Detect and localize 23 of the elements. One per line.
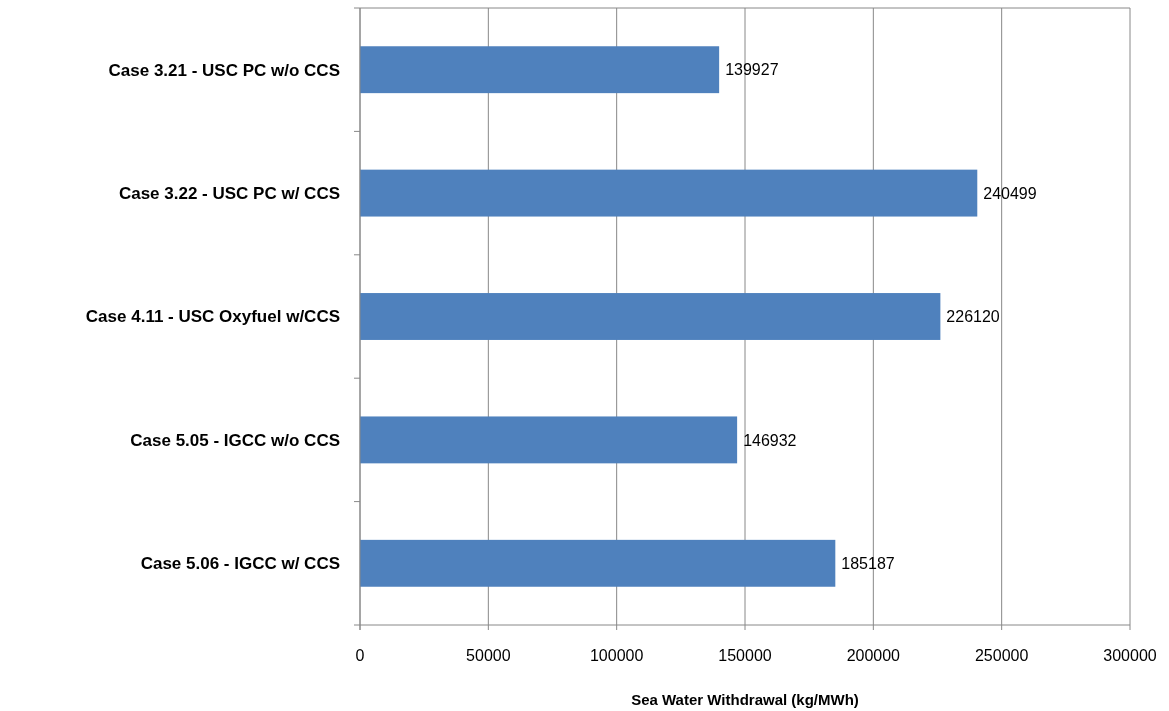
x-tick-label: 300000: [1103, 647, 1157, 664]
x-tick-label: 200000: [846, 647, 901, 664]
bar: [360, 293, 941, 340]
x-tick-label: 100000: [589, 647, 644, 664]
y-tick-label: Case 5.05 - IGCC w/o CCS: [130, 430, 340, 450]
x-tick-label: 150000: [718, 647, 772, 664]
y-tick-label: Case 3.22 - USC PC w/ CCS: [118, 184, 340, 204]
data-label: 139927: [725, 61, 779, 79]
y-tick-label: Case 3.21 - USC PC w/o CCS: [108, 60, 340, 80]
x-tick-label: 0: [355, 647, 365, 664]
bar: [360, 46, 720, 94]
data-label: 146932: [743, 431, 797, 449]
y-tick-label: Case 4.11 - USC Oxyfuel w/CCS: [85, 307, 340, 327]
x-axis-title: Sea Water Withdrawal (kg/MWh): [631, 691, 859, 708]
data-label: 226120: [946, 308, 1000, 326]
data-label: 240499: [983, 184, 1037, 202]
x-tick-label: 50000: [466, 647, 511, 664]
y-tick-label: Case 5.06 - IGCC w/ CCS: [140, 554, 340, 574]
bar: [360, 416, 738, 464]
bar: [360, 539, 836, 587]
x-tick-label: 250000: [974, 647, 1029, 664]
bar: [360, 169, 978, 217]
data-label: 185187: [841, 554, 895, 572]
